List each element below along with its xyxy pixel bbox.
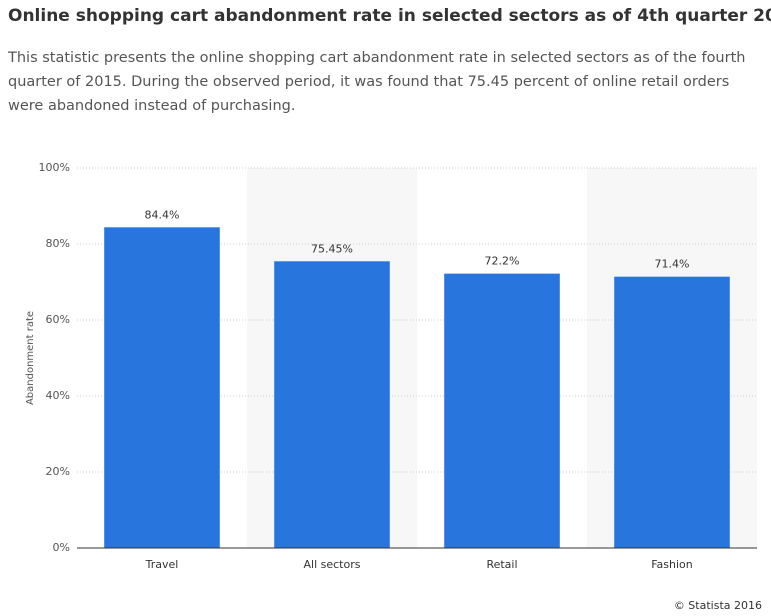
- chart-title: Online shopping cart abandonment rate in…: [8, 6, 771, 26]
- y-tick-label: 60%: [46, 313, 70, 326]
- y-axis-label: Abandonment rate: [25, 311, 36, 405]
- x-tick-label: Fashion: [651, 558, 693, 571]
- x-tick-label: Travel: [145, 558, 179, 571]
- y-tick-label: 40%: [46, 389, 70, 402]
- y-tick-label: 0%: [53, 541, 70, 554]
- x-tick-label: All sectors: [304, 558, 361, 571]
- y-tick-label: 80%: [46, 237, 70, 250]
- value-label: 72.2%: [485, 255, 520, 268]
- chart-subtitle: This statistic presents the online shopp…: [8, 50, 746, 114]
- value-label: 71.4%: [655, 258, 690, 271]
- value-label: 75.45%: [311, 242, 353, 255]
- value-label: 84.4%: [145, 208, 180, 221]
- y-tick-label: 100%: [39, 161, 70, 174]
- y-tick-label: 20%: [46, 465, 70, 478]
- x-tick-label: Retail: [486, 558, 517, 571]
- bar: [444, 273, 560, 548]
- bar: [614, 276, 730, 548]
- source: © Statista 2016: [674, 599, 762, 612]
- bar: [274, 261, 390, 548]
- bar: [104, 227, 220, 548]
